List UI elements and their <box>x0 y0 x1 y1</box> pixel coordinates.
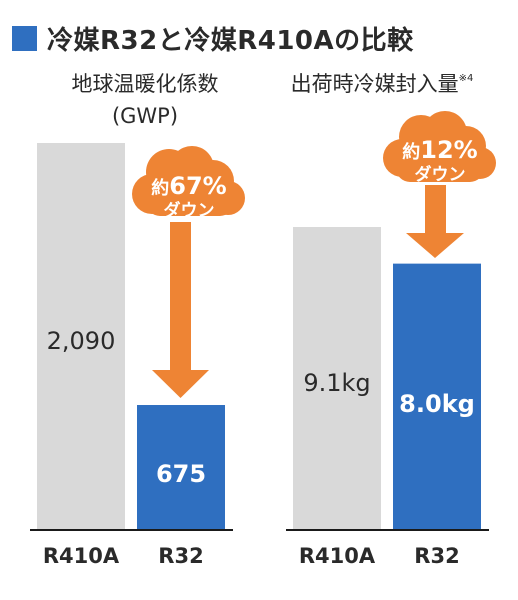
refrigerant-amount-chart: 出荷時冷媒封入量※4 9.1kg 8.0kg R410A R32 <box>286 72 496 568</box>
amount-bar-r32 <box>393 263 481 530</box>
gwp-chart: 地球温暖化係数 (GWP) 2,090 675 R410A R32 <box>30 72 245 568</box>
amount-category-r410a: R410A <box>299 544 376 568</box>
gwp-value-label-r32: 675 <box>156 460 206 488</box>
amount-down-arrow-icon <box>406 185 464 258</box>
page-title-text: 冷媒R32と冷媒R410Aの比較 <box>47 25 414 56</box>
amount-bar-r410a <box>293 227 381 530</box>
gwp-bar-r410a <box>37 143 125 530</box>
gwp-category-r410a: R410A <box>43 544 120 568</box>
page-title: 冷媒R32と冷媒R410Aの比較 <box>12 18 414 58</box>
gwp-callout-headline: 約67% <box>151 172 226 200</box>
gwp-category-r32: R32 <box>158 544 203 568</box>
gwp-value-label-r410a: 2,090 <box>47 327 116 355</box>
amount-value-label-r410a: 9.1kg <box>303 369 370 397</box>
gwp-down-arrow-icon <box>152 222 209 398</box>
amount-callout-suffix: ダウン <box>415 164 466 185</box>
amount-reduction-cloud: 約12% ダウン <box>383 111 496 185</box>
gwp-reduction-cloud: 約67% ダウン <box>132 146 245 221</box>
cloud-shape-icon <box>132 146 245 216</box>
gwp-bar-r32 <box>137 405 225 530</box>
amount-category-r32: R32 <box>414 544 459 568</box>
title-marker-square <box>12 25 37 51</box>
amount-value-label-r32: 8.0kg <box>399 390 475 418</box>
gwp-callout-suffix: ダウン <box>164 200 215 221</box>
gwp-title-line2: (GWP) <box>112 104 178 128</box>
amount-title: 出荷時冷媒封入量※4 <box>291 72 474 96</box>
cloud-shape-icon <box>383 111 496 182</box>
gwp-title-line1: 地球温暖化係数 <box>72 72 219 96</box>
amount-callout-headline: 約12% <box>402 136 477 164</box>
